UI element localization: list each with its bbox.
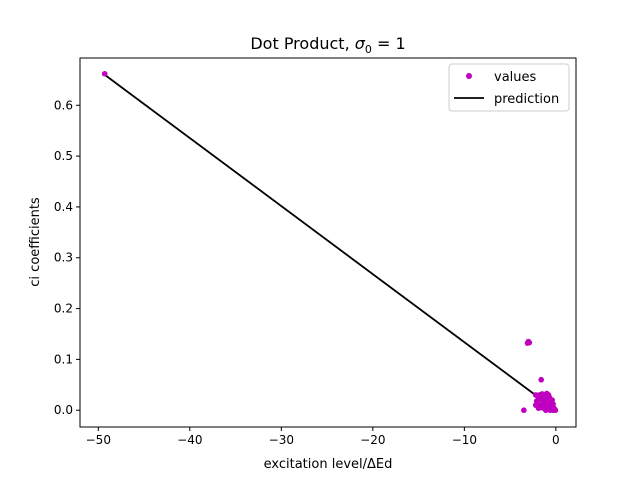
- y-tick-label: 0.5: [54, 149, 73, 163]
- y-tick-label: 0.4: [54, 200, 73, 214]
- plot-area: [101, 70, 559, 414]
- axes: −50 −40 −30 −20 −10 0 0.0 0.1 0.2 0.3 0.4 0.5 0.6: [54, 57, 577, 447]
- x-tick-label: −40: [177, 433, 202, 447]
- y-tick-label: 0.3: [54, 251, 73, 265]
- legend-frame: [448, 63, 570, 112]
- y-axis-label: ci coefficients: [28, 197, 43, 287]
- y-tick-label: 0.1: [54, 352, 73, 366]
- legend-values-marker: [466, 73, 472, 79]
- x-tick-label: −10: [452, 433, 477, 447]
- x-tick-label: 0: [552, 433, 560, 447]
- y-tick-label: 0.2: [54, 302, 73, 316]
- x-tick-label: −20: [360, 433, 385, 447]
- data-point: [538, 376, 545, 383]
- data-point: [521, 407, 527, 414]
- x-tick-label: −50: [86, 433, 111, 447]
- chart-title-sigma: σ: [355, 34, 366, 53]
- data-point: [552, 407, 559, 414]
- data-point: [542, 399, 548, 406]
- prediction-line: [104, 74, 557, 411]
- y-tick-label: 0.0: [54, 403, 73, 417]
- data-point: [546, 394, 553, 401]
- axes-frame: [79, 57, 577, 428]
- chart-title-subscript: 0: [365, 43, 372, 56]
- chart-title: Dot Product, σ0 = 1: [250, 34, 405, 56]
- y-tick-label: 0.6: [54, 98, 73, 112]
- legend-prediction-label: prediction: [494, 92, 559, 107]
- legend: values prediction: [448, 63, 570, 112]
- chart-title-suffix: = 1: [372, 34, 406, 53]
- data-point: [540, 394, 546, 400]
- x-axis-label: excitation level/ΔEd: [264, 457, 393, 472]
- data-point: [526, 339, 533, 346]
- data-point: [101, 70, 108, 77]
- data-point: [548, 399, 555, 405]
- x-tick-label: −30: [269, 433, 294, 447]
- legend-values-label: values: [494, 70, 537, 85]
- chart-title-prefix: Dot Product,: [250, 34, 354, 53]
